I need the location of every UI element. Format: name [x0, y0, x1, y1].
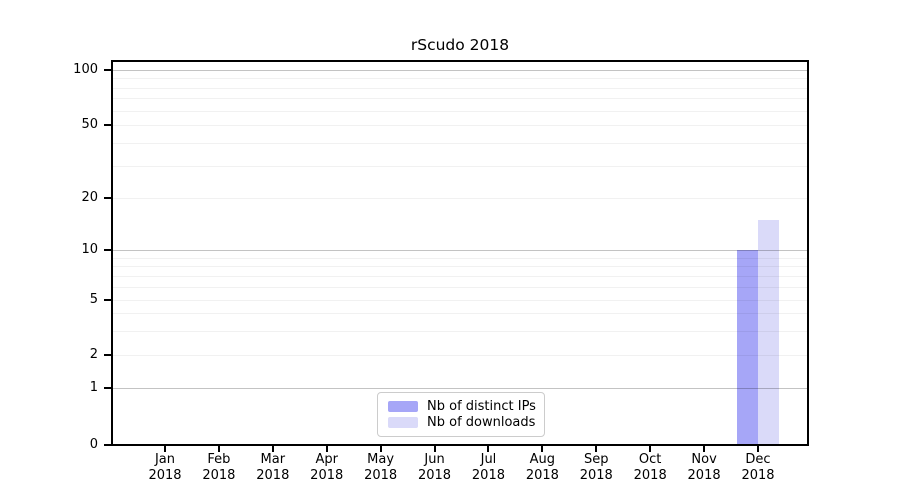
- x-axis-tick-label: Mar 2018: [256, 452, 290, 483]
- x-axis-tick: [325, 446, 328, 452]
- y-axis-tick-label: 2: [89, 347, 98, 362]
- gridline-minor-8: [113, 266, 807, 267]
- gridline-minor-4: [113, 313, 807, 314]
- y-axis-tick-label: 50: [81, 117, 98, 132]
- y-axis-tick: [104, 69, 111, 71]
- gridline-minor-80: [113, 88, 807, 89]
- bar-nb-of-distinct-ips-dec: [737, 250, 758, 444]
- y-axis-tick-label: 10: [81, 242, 98, 257]
- legend: Nb of distinct IPs Nb of downloads: [377, 392, 545, 437]
- gridline-major-1: [113, 388, 807, 389]
- gridline-minor-3: [113, 331, 807, 332]
- gridline-major-10: [113, 250, 807, 251]
- x-axis-tick-label: Jun 2018: [417, 452, 452, 483]
- gridline-minor-2: [113, 355, 807, 356]
- legend-item-distinct-ips: Nb of distinct IPs: [388, 399, 536, 414]
- y-axis-tick: [104, 197, 111, 199]
- legend-swatch-distinct-ips-icon: [388, 401, 418, 412]
- gridline-minor-9: [113, 258, 807, 259]
- y-axis-tick-label: 5: [89, 292, 98, 307]
- x-axis-tick-label: Aug 2018: [525, 452, 559, 483]
- x-axis-tick: [271, 446, 274, 452]
- y-axis-tick: [104, 299, 111, 301]
- gridline-minor-50: [113, 125, 807, 126]
- x-axis-tick-label: Jan 2018: [148, 452, 182, 483]
- gridline-minor-20: [113, 198, 807, 199]
- y-axis-tick: [104, 354, 111, 356]
- x-axis-tick: [217, 446, 220, 452]
- x-axis-tick-label: Feb 2018: [202, 452, 236, 483]
- x-axis-tick-label: Apr 2018: [310, 452, 344, 483]
- x-axis-tick: [541, 446, 544, 452]
- x-axis-tick: [433, 446, 436, 452]
- y-axis-tick-label: 20: [81, 190, 98, 205]
- legend-label-distinct-ips: Nb of distinct IPs: [427, 399, 536, 414]
- x-axis-tick: [164, 446, 166, 452]
- x-axis-tick: [757, 446, 759, 452]
- gridline-minor-90: [113, 78, 807, 79]
- y-axis-tick-label: 100: [73, 62, 98, 77]
- x-axis-tick: [703, 446, 706, 452]
- chart-title: rScudo 2018: [410, 36, 510, 54]
- legend-label-downloads: Nb of downloads: [427, 415, 536, 430]
- gridline-minor-7: [113, 276, 807, 277]
- gridline-minor-30: [113, 166, 807, 167]
- x-axis-tick-label: Jul 2018: [471, 452, 505, 483]
- y-axis-tick: [104, 444, 111, 446]
- gridline-minor-5: [113, 300, 807, 301]
- legend-item-downloads: Nb of downloads: [388, 415, 536, 430]
- y-axis-tick-label: 1: [89, 380, 98, 395]
- y-axis-tick: [104, 249, 111, 251]
- y-axis-tick: [104, 387, 111, 389]
- x-axis-tick-label: Oct 2018: [633, 452, 667, 483]
- x-axis-tick-label: May 2018: [364, 452, 398, 483]
- x-axis-tick: [649, 446, 652, 452]
- x-axis-tick: [595, 446, 598, 452]
- x-axis-tick: [379, 446, 382, 452]
- x-axis-tick: [487, 446, 490, 452]
- y-axis-tick-label: 0: [89, 437, 98, 452]
- y-axis-tick: [104, 124, 111, 126]
- legend-swatch-downloads-icon: [388, 417, 418, 428]
- gridline-minor-60: [113, 111, 807, 112]
- gridline-minor-6: [113, 287, 807, 288]
- gridline-minor-40: [113, 143, 807, 144]
- x-axis-tick-label: Dec 2018: [741, 452, 775, 483]
- gridline-major-100: [113, 70, 807, 71]
- gridline-minor-70: [113, 98, 807, 99]
- bar-nb-of-downloads-dec: [758, 219, 779, 444]
- x-axis-tick-label: Sep 2018: [579, 452, 613, 483]
- x-axis-tick-label: Nov 2018: [687, 452, 721, 483]
